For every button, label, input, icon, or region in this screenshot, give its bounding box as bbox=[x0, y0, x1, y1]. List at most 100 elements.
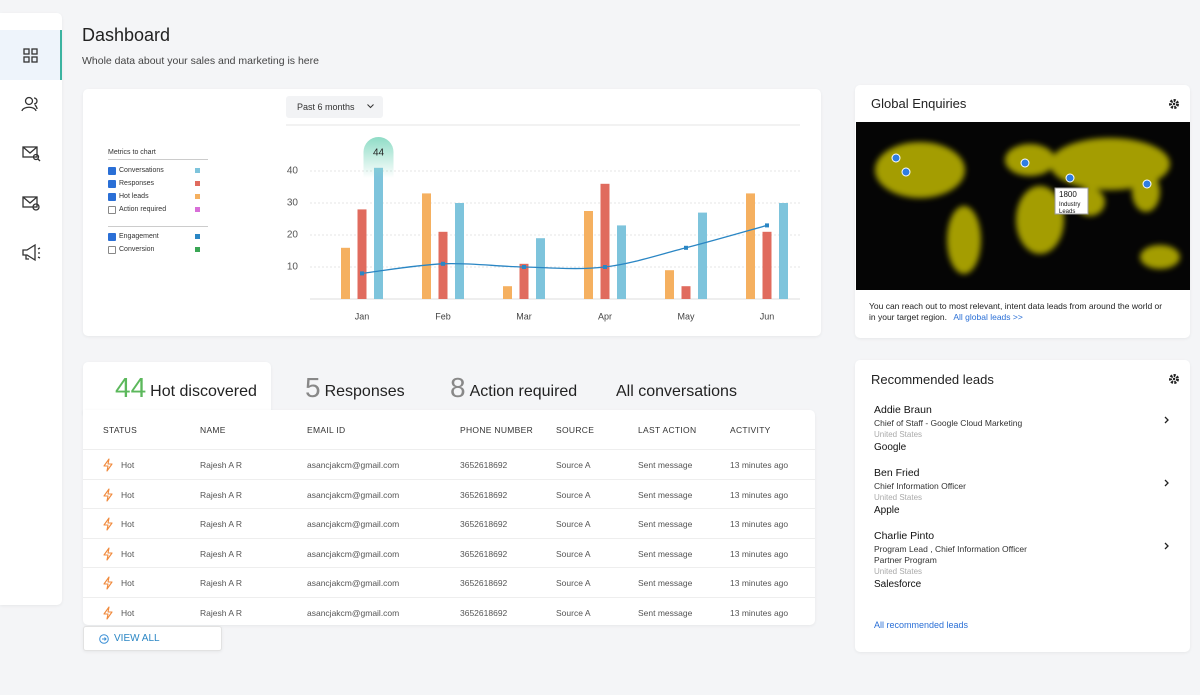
column-header: ACTIVITY bbox=[730, 425, 771, 435]
legend-checkbox[interactable] bbox=[108, 179, 116, 188]
dropdown-caret bbox=[367, 104, 374, 109]
nav-contacts[interactable] bbox=[21, 96, 38, 112]
line bbox=[361, 224, 768, 275]
legend-label: Action required bbox=[119, 206, 167, 213]
table-cell: 3652618692 bbox=[460, 548, 508, 559]
lead-arrow bbox=[1164, 479, 1169, 487]
sidebar bbox=[0, 13, 62, 605]
table-row: Hot Rajesh A R asancjakcm@gmail.com 3652618… bbox=[83, 537, 815, 569]
recommended-leads: Recommended leads All recommended leads … bbox=[855, 360, 1190, 652]
table-cell: 3652618692 bbox=[460, 519, 508, 529]
leads-title: Recommended leads bbox=[871, 372, 994, 387]
x-tick-label: Apr bbox=[598, 311, 612, 321]
legend-checkbox[interactable] bbox=[108, 166, 116, 175]
legend-label: Conversion bbox=[119, 246, 155, 253]
table-row: Hot Rajesh A R asancjakcm@gmail.com 3652618… bbox=[83, 567, 815, 598]
legend-checkbox[interactable] bbox=[108, 245, 116, 254]
tab[interactable]: All conversations bbox=[616, 362, 737, 408]
page-subtitle: Whole data about your sales and marketin… bbox=[82, 55, 319, 67]
table-cell: Rajesh A R bbox=[200, 460, 243, 470]
nav-active[interactable] bbox=[0, 30, 62, 80]
table-cell: Sent message bbox=[638, 548, 693, 559]
view-all-button[interactable]: VIEW ALL bbox=[83, 626, 222, 651]
lead[interactable]: Charlie Pinto Program Lead , Chief Inform… bbox=[874, 530, 1170, 591]
line-point bbox=[522, 265, 526, 269]
leads-table: STATUS NAME EMAIL ID PHONE NUMBER SOURCE LAST… bbox=[83, 410, 815, 625]
table-cell: Source A bbox=[556, 607, 591, 618]
hot-icon-path bbox=[103, 576, 113, 590]
table-cell: 13 minutes ago bbox=[730, 489, 789, 500]
lead-country: United States bbox=[874, 493, 923, 502]
x-tick-label: Jun bbox=[760, 311, 775, 321]
lead[interactable]: Addie Braun Chief of Staff - Google Cloud… bbox=[874, 404, 1170, 454]
tab[interactable]: 5 Responses bbox=[305, 362, 405, 408]
table-cell: Sent message bbox=[638, 578, 693, 588]
tab-active-bg bbox=[83, 362, 271, 414]
table-cell: Hot bbox=[121, 519, 135, 529]
tab-label: All conversations bbox=[616, 383, 737, 400]
tab-label: Hot discovered bbox=[150, 383, 257, 400]
tab[interactable]: 8 Action required bbox=[450, 362, 577, 408]
table-cell: 13 minutes ago bbox=[730, 519, 789, 529]
lead-title: Chief of Staff - Google Cloud Marketing bbox=[874, 418, 1023, 428]
map-title: Global Enquiries bbox=[871, 96, 967, 111]
legend-swatch bbox=[195, 181, 200, 186]
annotation-bubble bbox=[363, 137, 394, 178]
legend-checkbox[interactable] bbox=[108, 232, 116, 241]
table-cell: Source A bbox=[556, 578, 591, 588]
bar bbox=[779, 203, 788, 299]
hot-icon-path bbox=[103, 605, 113, 620]
legend-item: Hot leads bbox=[108, 190, 208, 203]
bar bbox=[422, 193, 431, 299]
lead-company: Apple bbox=[874, 505, 900, 516]
nav-mail-search[interactable] bbox=[22, 146, 41, 162]
table-cell: asancjakcm@gmail.com bbox=[307, 578, 400, 588]
table-cell: asancjakcm@gmail.com bbox=[307, 548, 400, 559]
lead-title: Chief Information Officer bbox=[874, 481, 966, 491]
hot-icon-path bbox=[103, 517, 113, 531]
bar bbox=[519, 263, 529, 299]
map-settings[interactable] bbox=[1168, 98, 1180, 110]
leads-settings[interactable] bbox=[1168, 373, 1180, 385]
table-row: Hot Rajesh A R asancjakcm@gmail.com 3652618… bbox=[83, 478, 815, 510]
table-cell: Source A bbox=[556, 460, 591, 470]
legend-checkbox[interactable] bbox=[108, 205, 116, 214]
table-cell: asancjakcm@gmail.com bbox=[307, 607, 400, 618]
world-map: 1800 Industry Leads bbox=[856, 122, 1190, 290]
lead-country: United States bbox=[874, 430, 923, 439]
map-card: Global Enquiries 1800 Industry Leads You … bbox=[855, 85, 1190, 338]
tab-count: 5 bbox=[305, 372, 321, 403]
nav-icons bbox=[21, 48, 41, 262]
nav-dashboard[interactable] bbox=[23, 48, 38, 63]
hot-icon bbox=[103, 546, 113, 561]
table-cell: Rajesh A R bbox=[200, 607, 243, 618]
line-point bbox=[441, 261, 445, 266]
column-header: PHONE NUMBER bbox=[460, 425, 534, 435]
legend-swatch bbox=[195, 234, 200, 239]
table-cell: Rajesh A R bbox=[200, 548, 243, 559]
x-tick-label: May bbox=[677, 311, 695, 321]
metrics-title: Metrics to chart bbox=[108, 149, 208, 160]
bar bbox=[665, 270, 674, 299]
view-all-label: VIEW ALL bbox=[114, 633, 160, 644]
line-point bbox=[360, 271, 364, 276]
leads-link[interactable]: All recommended leads bbox=[874, 620, 969, 630]
map-link[interactable]: All global leads >> bbox=[953, 312, 1023, 322]
nav-campaigns[interactable] bbox=[22, 243, 41, 262]
table-cell: 13 minutes ago bbox=[730, 578, 789, 588]
tab[interactable]: 44 Hot discovered bbox=[115, 362, 257, 408]
y-tick-label: 40 bbox=[287, 166, 299, 177]
legend-swatch bbox=[195, 194, 200, 199]
nav-mail-check[interactable] bbox=[22, 196, 40, 211]
column-header: LAST ACTION bbox=[638, 425, 697, 435]
table-cell: Hot bbox=[121, 578, 135, 588]
column-header: EMAIL ID bbox=[307, 425, 346, 435]
lead[interactable]: Ben Fried Chief Information Officer United… bbox=[874, 467, 1170, 517]
period-dropdown[interactable]: Past 6 months bbox=[286, 96, 383, 118]
legend-swatch bbox=[195, 247, 200, 252]
column-header: NAME bbox=[200, 425, 226, 435]
table-cell: Hot bbox=[121, 607, 135, 618]
table-row: Hot Rajesh A R asancjakcm@gmail.com 3652618… bbox=[83, 596, 815, 628]
legend-checkbox[interactable] bbox=[108, 192, 116, 201]
